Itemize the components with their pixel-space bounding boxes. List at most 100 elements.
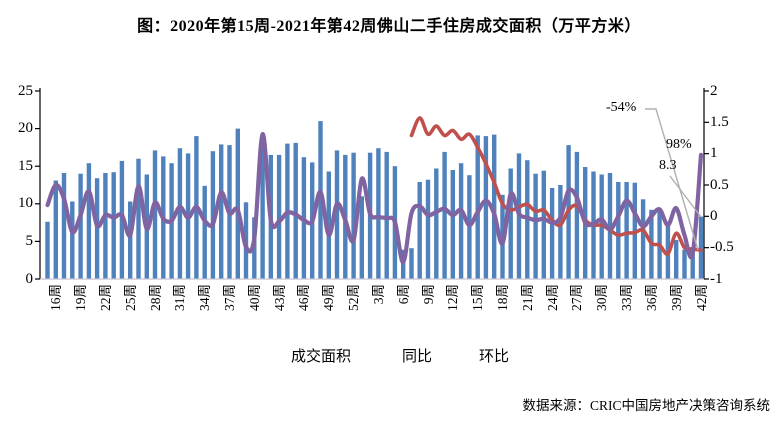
- bar-week-17: [177, 148, 183, 279]
- x-axis-week-label: 46周: [296, 284, 312, 311]
- right-axis-tick-label: -0.5: [710, 239, 734, 256]
- bar-week-24: [235, 128, 240, 279]
- bar-week-77: [674, 239, 679, 279]
- right-axis-tick-label: -1: [710, 270, 723, 287]
- x-axis-week-label: 15周: [470, 284, 486, 311]
- bar-week-60: [533, 173, 538, 279]
- bar-week-38: [351, 152, 356, 279]
- bar-week-6: [86, 163, 92, 279]
- bar-week-22: [219, 144, 224, 279]
- right-axis-tick-label: 2: [710, 82, 718, 99]
- bar-week-5: [78, 173, 83, 279]
- bar-week-80: [698, 216, 704, 279]
- legend-label-yoy: 同比: [402, 349, 433, 365]
- annotation-wow-end: 98%: [666, 137, 692, 152]
- legend-label-area: 成交面积: [291, 349, 352, 365]
- x-axis-week-label: 19周: [73, 284, 89, 311]
- bar-week-42: [384, 151, 389, 279]
- x-axis-week-label: 18周: [494, 284, 510, 311]
- bar-week-12: [136, 158, 141, 279]
- source-note: 数据来源：CRIC中国房地产决策咨询系统: [522, 398, 770, 413]
- annotation-yoy-end: -54%: [606, 100, 637, 115]
- bar-week-31: [293, 142, 298, 279]
- x-axis-week-label: 16周: [48, 284, 64, 311]
- yoy-line: [409, 116, 703, 256]
- bar-week-27: [260, 136, 265, 279]
- leader-line-yoy: [645, 108, 699, 251]
- bar-week-71: [624, 182, 629, 279]
- bar-week-9: [111, 172, 116, 279]
- bar-week-35: [326, 171, 331, 279]
- left-axis-tick-label: 20: [18, 120, 33, 137]
- left-axis-tick-label: 25: [18, 82, 33, 99]
- x-axis-week-label: 39周: [668, 284, 684, 311]
- x-axis-week-label: 36周: [643, 284, 659, 311]
- x-axis-week-label: 28周: [147, 284, 163, 311]
- bar-week-1: [45, 221, 50, 279]
- x-axis-week-label: 49周: [321, 284, 337, 311]
- bar-week-44: [401, 249, 406, 279]
- bar-week-69: [607, 173, 613, 279]
- bar-week-7: [94, 178, 100, 279]
- left-axis-tick-label: 15: [18, 157, 33, 174]
- leader-line-bar: [669, 175, 702, 218]
- bar-week-79: [690, 247, 695, 279]
- x-axis-week-label: 40周: [246, 284, 262, 311]
- x-axis-week-label: 12周: [445, 284, 461, 311]
- bar-week-53: [475, 135, 480, 279]
- bar-week-45: [409, 248, 414, 279]
- bar-week-63: [558, 185, 563, 279]
- bar-week-2: [53, 180, 58, 279]
- bar-week-50: [450, 170, 455, 279]
- bar-week-47: [425, 179, 431, 279]
- wow-line: [45, 132, 704, 265]
- bar-week-11: [128, 201, 133, 279]
- bar-week-61: [541, 170, 546, 279]
- x-axis-week-label: 27周: [569, 284, 585, 311]
- right-axis-tick-label: 1.5: [710, 113, 729, 130]
- x-axis-week-label: 33周: [619, 284, 635, 311]
- left-axis-tick-label: 0: [25, 270, 34, 287]
- bar-week-49: [442, 151, 447, 279]
- bar-week-14: [152, 150, 158, 279]
- x-axis-week-label: 43周: [271, 284, 287, 311]
- bar-week-55: [492, 134, 497, 279]
- bar-week-20: [202, 185, 207, 279]
- annotation-last-bar: 8.3: [659, 158, 677, 173]
- bar-week-41: [376, 148, 381, 279]
- x-axis-week-label: 42周: [693, 284, 709, 311]
- x-axis-week-label: 6周: [395, 284, 411, 305]
- bar-week-65: [574, 151, 580, 279]
- bar-week-70: [616, 182, 621, 279]
- bar-week-46: [417, 182, 422, 279]
- x-axis-week-label: 25周: [122, 284, 138, 311]
- bar-week-48: [434, 168, 439, 279]
- x-axis-week-label: 21周: [519, 284, 535, 311]
- bar-week-51: [458, 163, 464, 279]
- bar-week-21: [210, 151, 216, 279]
- x-axis-week-label: 3周: [370, 284, 386, 305]
- x-axis-week-label: 9周: [420, 284, 436, 305]
- x-axis-week-label: 22周: [97, 284, 113, 311]
- bar-week-54: [483, 136, 489, 279]
- bar-week-29: [276, 154, 282, 279]
- right-axis-tick-label: 0: [710, 207, 718, 224]
- bar-week-3: [61, 173, 67, 279]
- x-axis-week-label: 24周: [544, 284, 560, 311]
- bar-week-57: [508, 168, 513, 279]
- left-axis-tick-label: 10: [18, 195, 33, 212]
- x-axis-week-label: 34周: [197, 284, 213, 311]
- right-axis-tick-label: 1: [710, 145, 718, 162]
- bar-week-34: [318, 121, 323, 279]
- x-axis-week-label: 31周: [172, 284, 188, 311]
- bar-week-39: [359, 196, 364, 279]
- bar-week-73: [640, 199, 646, 279]
- bar-week-62: [549, 188, 555, 279]
- bar-week-36: [334, 150, 340, 279]
- x-axis-week-label: 37周: [221, 284, 237, 311]
- legend: 成交面积 同比 环比: [0, 347, 778, 369]
- bar-week-4: [70, 201, 75, 279]
- right-axis-tick-label: 0.5: [710, 176, 729, 193]
